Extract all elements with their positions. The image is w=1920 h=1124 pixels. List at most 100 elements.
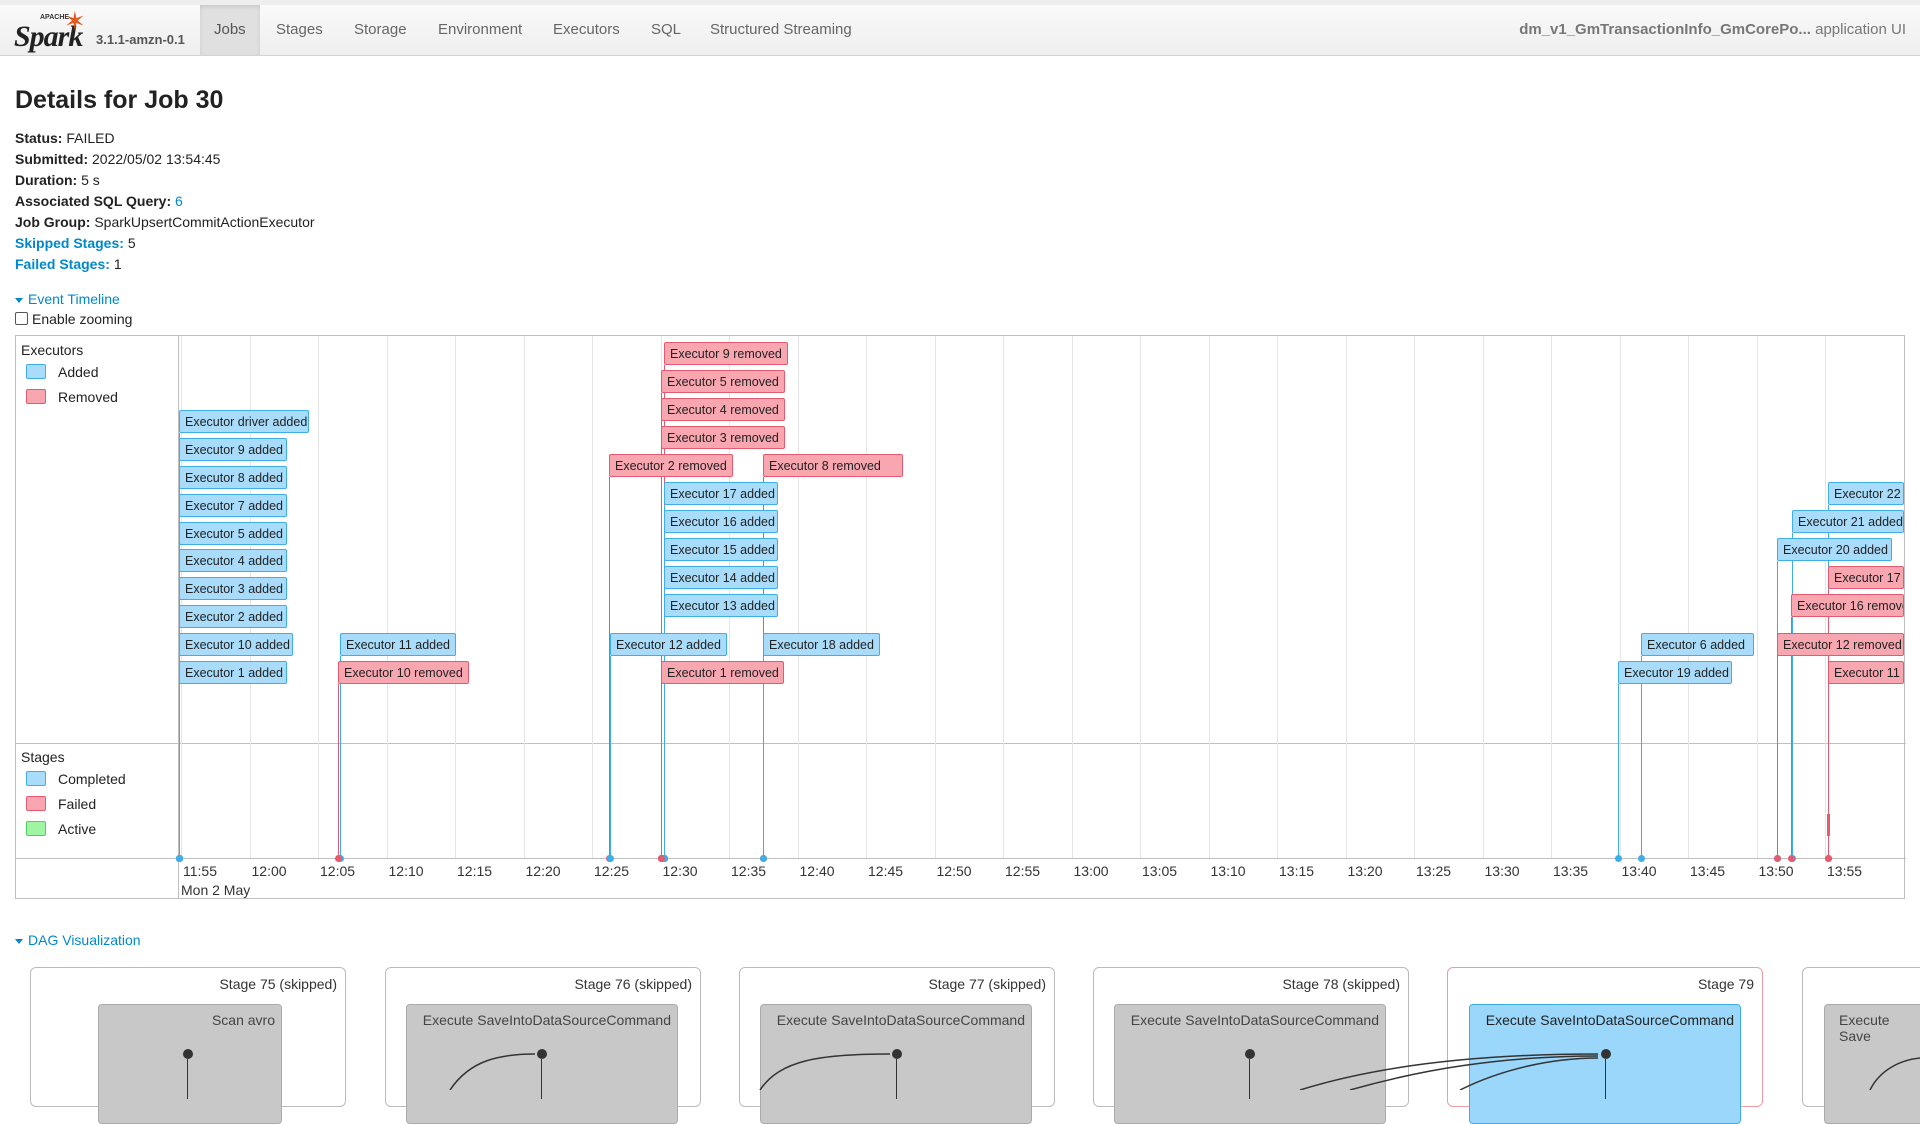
timeline-axis-line — [16, 858, 1906, 859]
executor-event-added[interactable]: Executor 1 added — [179, 661, 287, 684]
tab-environment[interactable]: Environment — [438, 21, 523, 38]
executor-event-added[interactable]: Executor 13 added — [664, 594, 778, 617]
executor-event-added[interactable]: Executor 12 added — [610, 633, 727, 656]
legend-failed: Failed — [26, 796, 96, 812]
spark-star-icon: ✶ — [64, 6, 86, 36]
timeline-gridline — [1619, 336, 1621, 858]
timeline-tick-label: 12:20 — [525, 863, 561, 879]
timeline-legend-panel: Executors Added Removed Stages Completed… — [16, 336, 179, 898]
dag-stage-label[interactable]: Stage 75 (skipped) — [219, 976, 337, 992]
dag-node[interactable] — [183, 1049, 193, 1059]
dag-stage-label[interactable]: Stage 76 (skipped) — [574, 976, 692, 992]
sql-query-link[interactable]: 6 — [175, 193, 183, 209]
submitted-value: 2022/05/02 13:54:45 — [92, 151, 221, 167]
timeline-event-line — [610, 656, 611, 857]
executor-event-added[interactable]: Executor 9 added — [179, 438, 287, 461]
executor-event-added[interactable]: Executor 4 added — [179, 549, 287, 572]
dag-stage-label[interactable]: Stage 78 (skipped) — [1282, 976, 1400, 992]
timeline-gridline — [797, 336, 799, 858]
sql-query-key: Associated SQL Query: — [15, 193, 172, 209]
caret-down-icon — [15, 297, 23, 303]
app-name-suffix: application UI — [1815, 21, 1906, 38]
executor-event-removed[interactable]: Executor 3 removed — [661, 426, 785, 449]
executor-event-added[interactable]: Executor 17 added — [664, 482, 778, 505]
timeline-event-dot — [1788, 855, 1795, 862]
dag-visualization-toggle[interactable]: DAG Visualization — [15, 932, 141, 948]
timeline-tick-label: 13:15 — [1279, 863, 1315, 879]
dag-operation-label: Execute Save — [1839, 1012, 1890, 1044]
tab-jobs[interactable]: Jobs — [200, 5, 260, 55]
executor-event-added[interactable]: Executor 15 added — [664, 538, 778, 561]
executor-event-removed[interactable]: Executor 17 r — [1828, 566, 1904, 589]
executor-event-added[interactable]: Executor 21 added — [1792, 510, 1904, 533]
timeline-gridline — [1688, 336, 1689, 858]
tab-storage[interactable]: Storage — [354, 21, 407, 38]
legend-removed-label: Removed — [58, 389, 118, 405]
executor-event-removed[interactable]: Executor 12 removed — [1777, 633, 1904, 656]
executor-event-added[interactable]: Executor 6 added — [1641, 633, 1754, 656]
executor-event-removed[interactable]: Executor 2 removed — [609, 454, 733, 477]
executor-event-added[interactable]: Executor 16 added — [664, 510, 778, 533]
timeline-event-line — [664, 617, 665, 857]
dag-edge-curve — [1869, 1057, 1920, 1090]
executor-event-added[interactable]: Executor 20 added — [1777, 538, 1892, 561]
executor-event-added[interactable]: Executor 22 — [1828, 482, 1904, 505]
dag-edge-curve — [1349, 1055, 1599, 1090]
tab-sql[interactable]: SQL — [651, 21, 682, 38]
dag-node[interactable] — [537, 1049, 547, 1059]
executor-event-added[interactable]: Executor 5 added — [179, 522, 287, 545]
spark-version: 3.1.1-amzn-0.1 — [96, 32, 185, 47]
executor-event-added[interactable]: Executor 19 added — [1618, 661, 1732, 684]
dag-edge — [541, 1059, 542, 1099]
timeline-gridline — [866, 336, 867, 858]
dag-node[interactable] — [1245, 1049, 1255, 1059]
tab-stages[interactable]: Stages — [276, 21, 323, 38]
timeline-event-line — [179, 684, 180, 857]
executor-event-removed[interactable]: Executor 16 remove — [1791, 594, 1904, 617]
dag-node[interactable] — [1601, 1049, 1611, 1059]
skipped-stages-link[interactable]: Skipped Stages: — [15, 235, 124, 251]
app-name-value: dm_v1_GmTransactionInfo_GmCorePo... — [1519, 21, 1811, 38]
legend-completed-swatch — [26, 771, 46, 786]
top-border — [0, 0, 1920, 5]
legend-failed-swatch — [26, 796, 46, 811]
executor-event-added[interactable]: Executor 10 added — [179, 633, 293, 656]
failed-stages-value: 1 — [113, 256, 122, 272]
dag-node[interactable] — [892, 1049, 902, 1059]
executor-event-added[interactable]: Executor 2 added — [179, 605, 287, 628]
executor-event-removed[interactable]: Executor 11 r — [1828, 661, 1904, 684]
enable-zooming[interactable]: Enable zooming — [15, 311, 132, 327]
event-timeline-toggle[interactable]: Event Timeline — [15, 291, 120, 307]
failed-stages-link[interactable]: Failed Stages: — [15, 256, 110, 272]
executor-event-removed[interactable]: Executor 4 removed — [661, 398, 785, 421]
executor-event-added[interactable]: Executor driver added — [179, 410, 309, 433]
executor-event-added[interactable]: Executor 14 added — [664, 566, 778, 589]
executor-event-added[interactable]: Executor 18 added — [763, 633, 880, 656]
event-timeline[interactable]: Executors Added Removed Stages Completed… — [15, 335, 1906, 899]
executor-event-removed[interactable]: Executor 9 removed — [664, 342, 788, 365]
dag-stage-label[interactable]: Stage 79 — [1697, 976, 1754, 992]
executor-event-removed[interactable]: Executor 5 removed — [661, 370, 785, 393]
spark-logo[interactable]: APACHE Spark ✶ — [14, 6, 94, 53]
timeline-gridline — [592, 336, 593, 858]
timeline-event-dot — [335, 855, 342, 862]
dag-stage-label[interactable]: Stage 77 (skipped) — [928, 976, 1046, 992]
failed-stages-row: Failed Stages: 1 — [15, 256, 122, 272]
timeline-event-dot — [607, 855, 614, 862]
checkbox-icon[interactable] — [15, 312, 28, 325]
timeline-gridline — [1208, 336, 1210, 858]
timeline-tick-label: 13:50 — [1758, 863, 1794, 879]
failed-stage-bar[interactable] — [1827, 814, 1830, 836]
timeline-event-dot — [1638, 855, 1645, 862]
executor-event-added[interactable]: Executor 8 added — [179, 466, 287, 489]
executor-event-removed[interactable]: Executor 1 removed — [661, 661, 784, 684]
tab-structured-streaming[interactable]: Structured Streaming — [710, 21, 852, 38]
executor-event-added[interactable]: Executor 11 added — [340, 633, 456, 656]
tab-executors[interactable]: Executors — [553, 21, 620, 38]
executor-event-added[interactable]: Executor 3 added — [179, 577, 287, 600]
executor-event-removed[interactable]: Executor 10 removed — [338, 661, 469, 684]
job-group-value: SparkUpsertCommitActionExecutor — [94, 214, 315, 230]
legend-failed-label: Failed — [58, 796, 97, 812]
executor-event-removed[interactable]: Executor 8 removed — [763, 454, 903, 477]
executor-event-added[interactable]: Executor 7 added — [179, 494, 287, 517]
